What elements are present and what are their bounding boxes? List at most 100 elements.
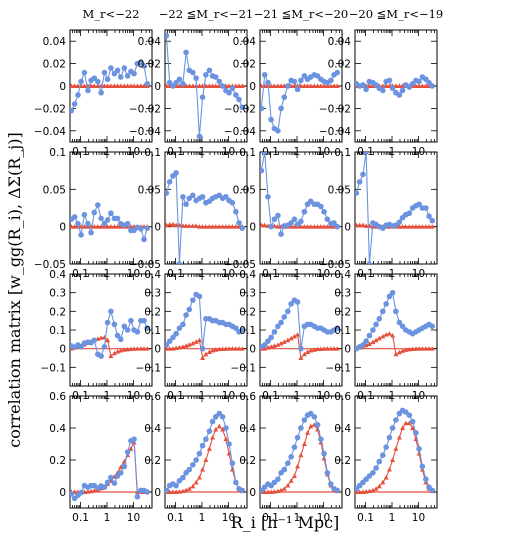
observed-point [114, 67, 121, 74]
observed-point [393, 417, 399, 423]
plot-area [165, 32, 246, 140]
observed-point [355, 190, 360, 196]
model-point [176, 344, 182, 350]
model-point [291, 473, 297, 478]
y-tick-label: 0.2 [334, 306, 351, 318]
y-tick-label: 0 [59, 344, 66, 356]
panel-frame [69, 395, 153, 509]
observed-point [176, 325, 183, 331]
model-point [236, 83, 242, 88]
model-point [216, 423, 222, 429]
model-point [406, 224, 412, 229]
observed-point [78, 489, 84, 496]
model-point [118, 83, 124, 88]
observed-point [124, 73, 131, 79]
model-point [186, 486, 192, 491]
observed-point [399, 87, 406, 94]
model-point [285, 337, 291, 343]
model-point [268, 489, 274, 494]
observed-point [165, 487, 170, 494]
observed-point [124, 449, 131, 455]
observed-point [373, 465, 379, 471]
observed-point [166, 338, 173, 345]
model-point [183, 223, 189, 228]
y-tick-label: 0.6 [334, 391, 351, 403]
model-point [278, 487, 284, 493]
x-tick-label: 0.1 [357, 512, 374, 524]
model-point [426, 224, 432, 229]
y-tick-label: 0.3 [334, 288, 351, 300]
y-tick-label: 0 [344, 487, 351, 499]
model-point [239, 83, 245, 88]
y-tick-label: 0 [344, 344, 351, 356]
observed-point [173, 170, 179, 176]
observed-point [190, 69, 196, 76]
model-point [318, 224, 324, 229]
observed-point [206, 428, 213, 435]
observed-point [91, 337, 98, 344]
x-tick-label: 10 [127, 512, 140, 524]
observed-point [104, 76, 111, 83]
model-point [115, 83, 121, 88]
model-point [134, 346, 140, 351]
observed-point [98, 215, 104, 222]
plot-area [355, 289, 436, 357]
y-tick-label: 0 [154, 487, 161, 499]
observed-point [389, 425, 396, 431]
model-point [426, 346, 432, 351]
model-point [275, 224, 281, 229]
model-point [393, 446, 399, 451]
x-tick-label: 1 [104, 512, 111, 524]
observed-point [376, 458, 383, 465]
observed-point [111, 321, 118, 328]
y-tick-label: 0.1 [49, 147, 66, 159]
panel: 0.1 1 10−0.100.10.20.30.4 [41, 269, 153, 402]
model-point [226, 451, 232, 456]
model-point [81, 83, 87, 88]
observed-point [91, 75, 98, 81]
model-point [360, 222, 366, 228]
model-point [383, 83, 389, 88]
observed-point [75, 220, 81, 227]
observed-point [278, 319, 284, 326]
observed-point [380, 452, 386, 459]
x-tick-label: 0.1 [262, 512, 279, 524]
observed-point [165, 342, 170, 348]
observed-point [285, 308, 291, 315]
panel: 0.1 1 10−0.100.10.20.30.4 [231, 269, 343, 402]
observed-point [236, 96, 242, 103]
model-point [386, 331, 392, 336]
column-title: −20 ≦M_r<−19 [349, 7, 444, 21]
model-point [131, 83, 137, 88]
observed-point [196, 133, 203, 140]
y-tick-label: 0.4 [239, 269, 256, 281]
model-point [118, 464, 124, 470]
observed-point [419, 463, 426, 470]
model-point [98, 224, 104, 229]
model-point [295, 332, 301, 337]
observed-point [396, 219, 403, 225]
model-point [210, 224, 216, 229]
y-tick-label: −0.04 [319, 126, 351, 138]
y-tick-label: 0 [154, 222, 161, 234]
y-tick-label: 0.4 [144, 423, 161, 435]
observed-point [180, 474, 186, 481]
observed-point [138, 226, 144, 232]
observed-point [108, 65, 114, 71]
y-tick-label: 0 [59, 487, 66, 499]
model-point [193, 339, 199, 344]
observed-point [239, 104, 246, 111]
observed-point [104, 319, 111, 326]
observed-point [318, 436, 324, 443]
model-point [370, 339, 376, 345]
model-point [167, 346, 173, 351]
plot-area [260, 297, 341, 360]
observed-point [278, 105, 284, 112]
observed-point [88, 229, 94, 236]
observed-point [219, 83, 226, 89]
y-tick-label: 0.2 [49, 306, 66, 318]
observed-point [314, 422, 321, 428]
y-tick-label: 0.1 [49, 325, 66, 337]
